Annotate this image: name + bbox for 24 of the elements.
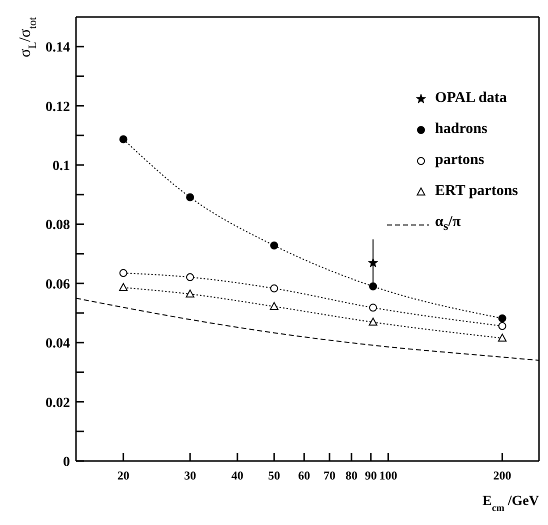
x-tick-label: 30 bbox=[184, 468, 196, 483]
y-tick-label: 0 bbox=[63, 454, 70, 470]
y-tick-label: 0.04 bbox=[46, 336, 70, 352]
legend-label: hadrons bbox=[435, 120, 488, 139]
legend-label: OPAL data bbox=[435, 89, 507, 108]
y-tick-label: 0.1 bbox=[52, 158, 70, 174]
y-tick-label: 0.06 bbox=[46, 277, 70, 292]
x-tick-label: 70 bbox=[324, 468, 336, 483]
x-tick-label: 200 bbox=[493, 468, 512, 483]
x-tick-label: 90 bbox=[364, 468, 377, 483]
y-tick-label: 0.08 bbox=[46, 218, 70, 234]
x-tick-label: 20 bbox=[117, 468, 130, 483]
x-tick-label: 40 bbox=[231, 468, 244, 483]
x-axis-title: E$_{cm}$ /GeV bbox=[482, 494, 539, 514]
legend-label: α$_{s}$/π bbox=[435, 213, 461, 235]
y-tick-label: 0.12 bbox=[46, 100, 70, 115]
x-tick-label: 60 bbox=[298, 468, 310, 483]
x-tick-label: 100 bbox=[379, 468, 398, 483]
x-tick-label: 50 bbox=[268, 468, 280, 483]
legend-label: partons bbox=[435, 151, 484, 170]
x-tick-label: 80 bbox=[345, 468, 358, 483]
y-tick-label: 0.14 bbox=[46, 40, 70, 56]
y-tick-label: 0.02 bbox=[46, 396, 70, 411]
legend-label: ERT partons bbox=[435, 182, 518, 201]
